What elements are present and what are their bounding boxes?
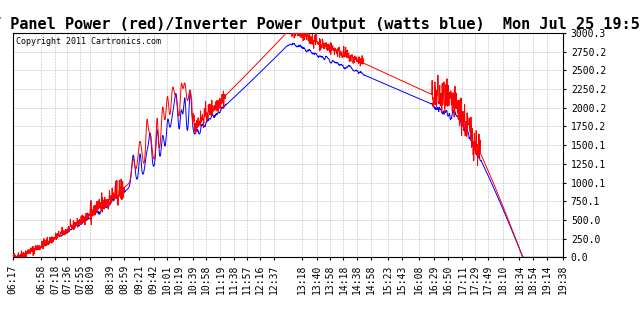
Title: Total PV Panel Power (red)/Inverter Power Output (watts blue)  Mon Jul 25 19:57: Total PV Panel Power (red)/Inverter Powe… bbox=[0, 17, 640, 32]
Text: Copyright 2011 Cartronics.com: Copyright 2011 Cartronics.com bbox=[15, 38, 161, 47]
